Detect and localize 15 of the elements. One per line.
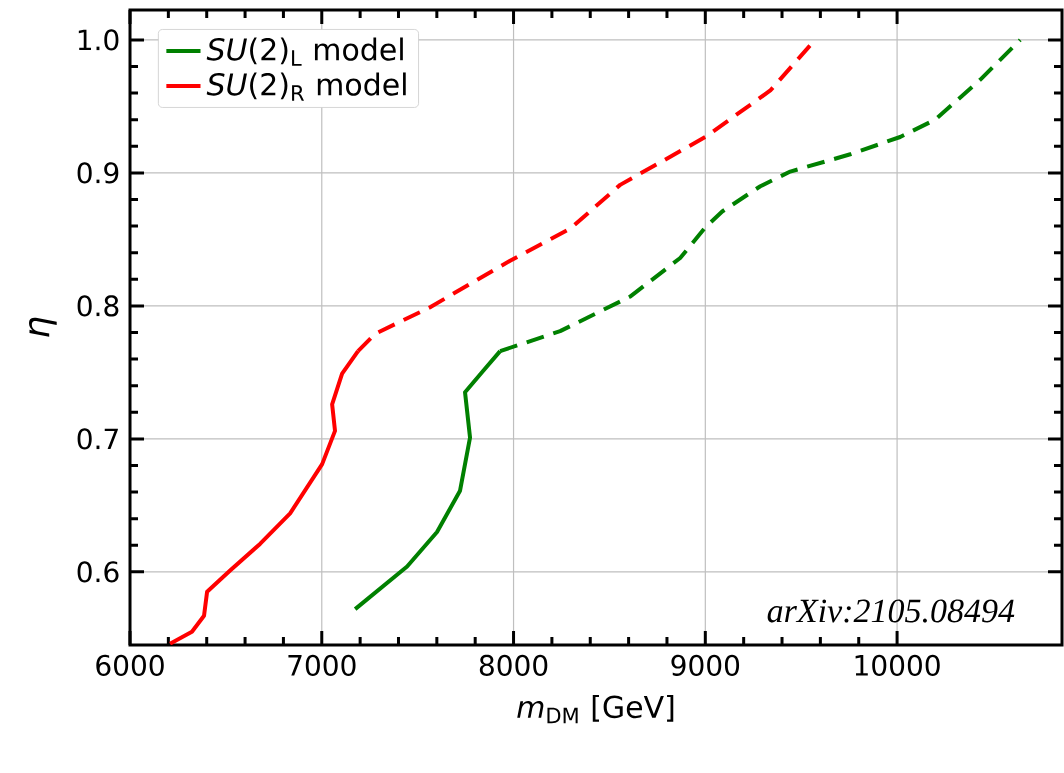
annotation: arXiv:2105.08494 <box>767 599 1015 623</box>
y-axis-title: η <box>29 317 57 337</box>
x-tick-label: 10000 <box>855 654 940 676</box>
legend-label: SU(2)$_{L}$ model <box>206 37 403 66</box>
legend-label: SU(2)$_{R}$ model <box>206 72 406 101</box>
y-tick-label: 0.9 <box>77 162 119 184</box>
x-axis-title: m$_{DM}$ [GeV] <box>517 695 674 724</box>
y-tick-label: 1.0 <box>78 29 119 51</box>
y-tick-label: 0.8 <box>77 295 119 317</box>
x-tick-label: 9000 <box>671 654 740 676</box>
y-tick-label: 0.7 <box>77 428 118 450</box>
x-tick-label: 6000 <box>96 654 164 676</box>
x-tick-label: 8000 <box>479 654 548 676</box>
x-tick-label: 7000 <box>288 654 356 676</box>
y-tick-label: 0.6 <box>77 561 119 583</box>
